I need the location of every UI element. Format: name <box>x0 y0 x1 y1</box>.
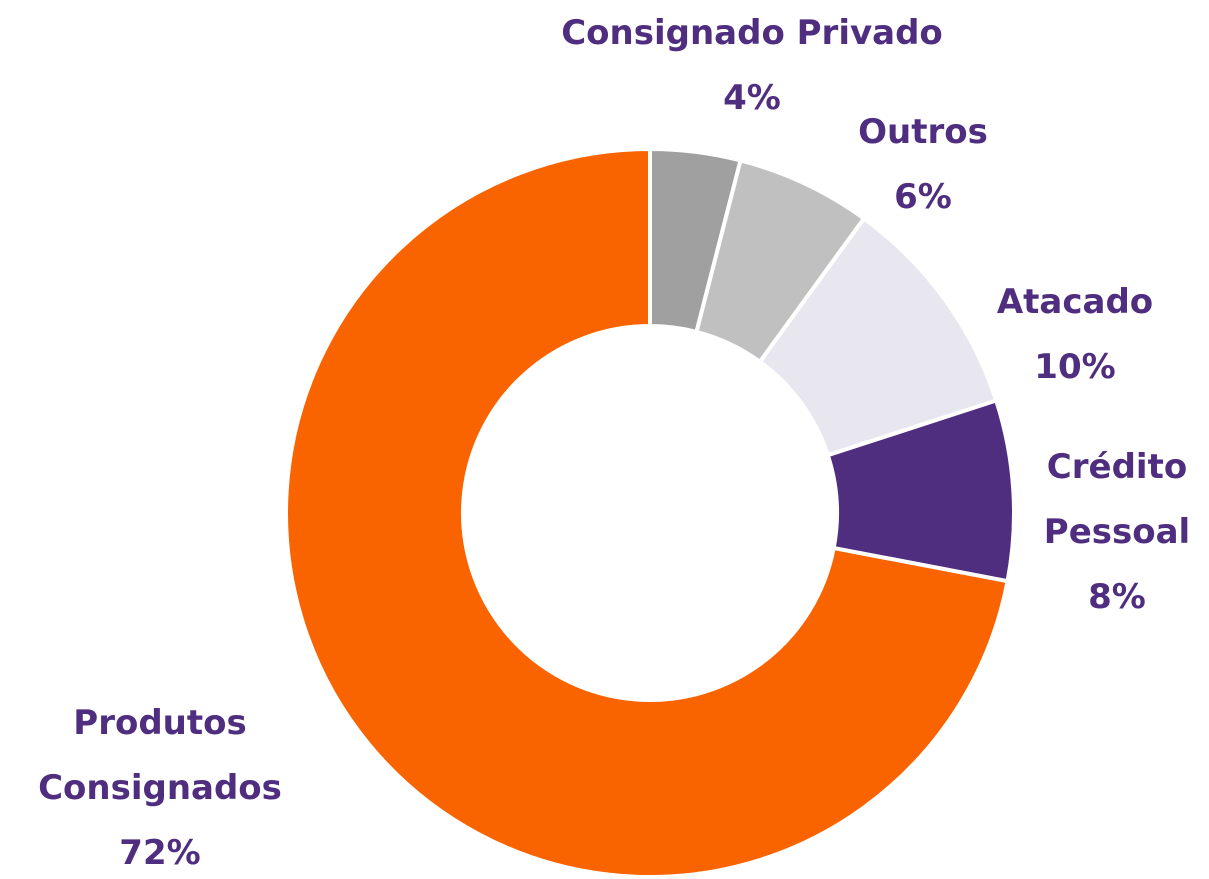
slice-label: Crédito Pessoal 8% <box>1012 435 1209 630</box>
category-name: Outros <box>858 112 988 152</box>
value-label: 4% <box>723 78 781 118</box>
value-label: 72% <box>119 833 201 873</box>
slice-label: Produtos Consignados 72% <box>0 691 320 879</box>
slice <box>284 146 1010 879</box>
slice-label: Consignado Privado 4% <box>561 1 943 131</box>
value-label: 10% <box>1034 347 1116 387</box>
category-name: Atacado <box>996 282 1154 322</box>
category-name: Crédito Pessoal <box>1043 447 1191 552</box>
value-label: 6% <box>894 177 952 217</box>
value-label: 8% <box>1088 577 1146 617</box>
category-name: Consignado Privado <box>561 13 943 53</box>
category-name: Produtos Consignados <box>38 703 282 808</box>
slice-label: Outros 6% <box>858 100 988 230</box>
slice-label: Atacado 10% <box>997 270 1153 400</box>
